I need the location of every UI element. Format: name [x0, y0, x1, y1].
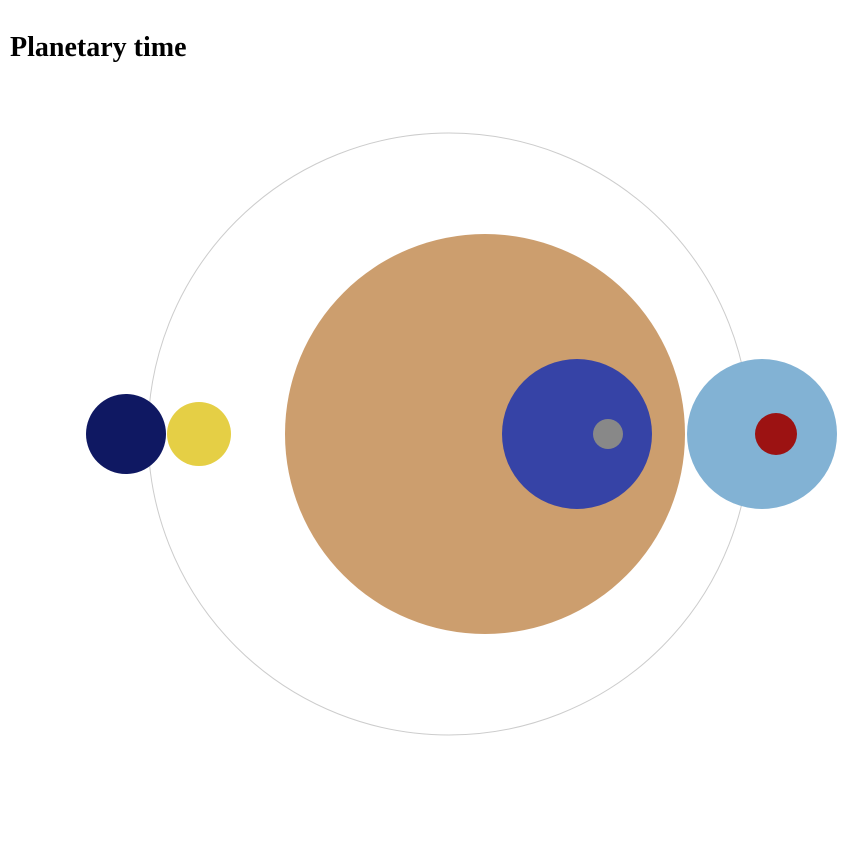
gray-moon — [593, 419, 623, 449]
yellow-planet — [167, 402, 231, 466]
tan-planet — [285, 234, 685, 634]
page-title: Planetary time — [10, 32, 187, 63]
dark-navy-planet — [86, 394, 166, 474]
blue-planet — [502, 359, 652, 509]
red-moon — [755, 413, 797, 455]
